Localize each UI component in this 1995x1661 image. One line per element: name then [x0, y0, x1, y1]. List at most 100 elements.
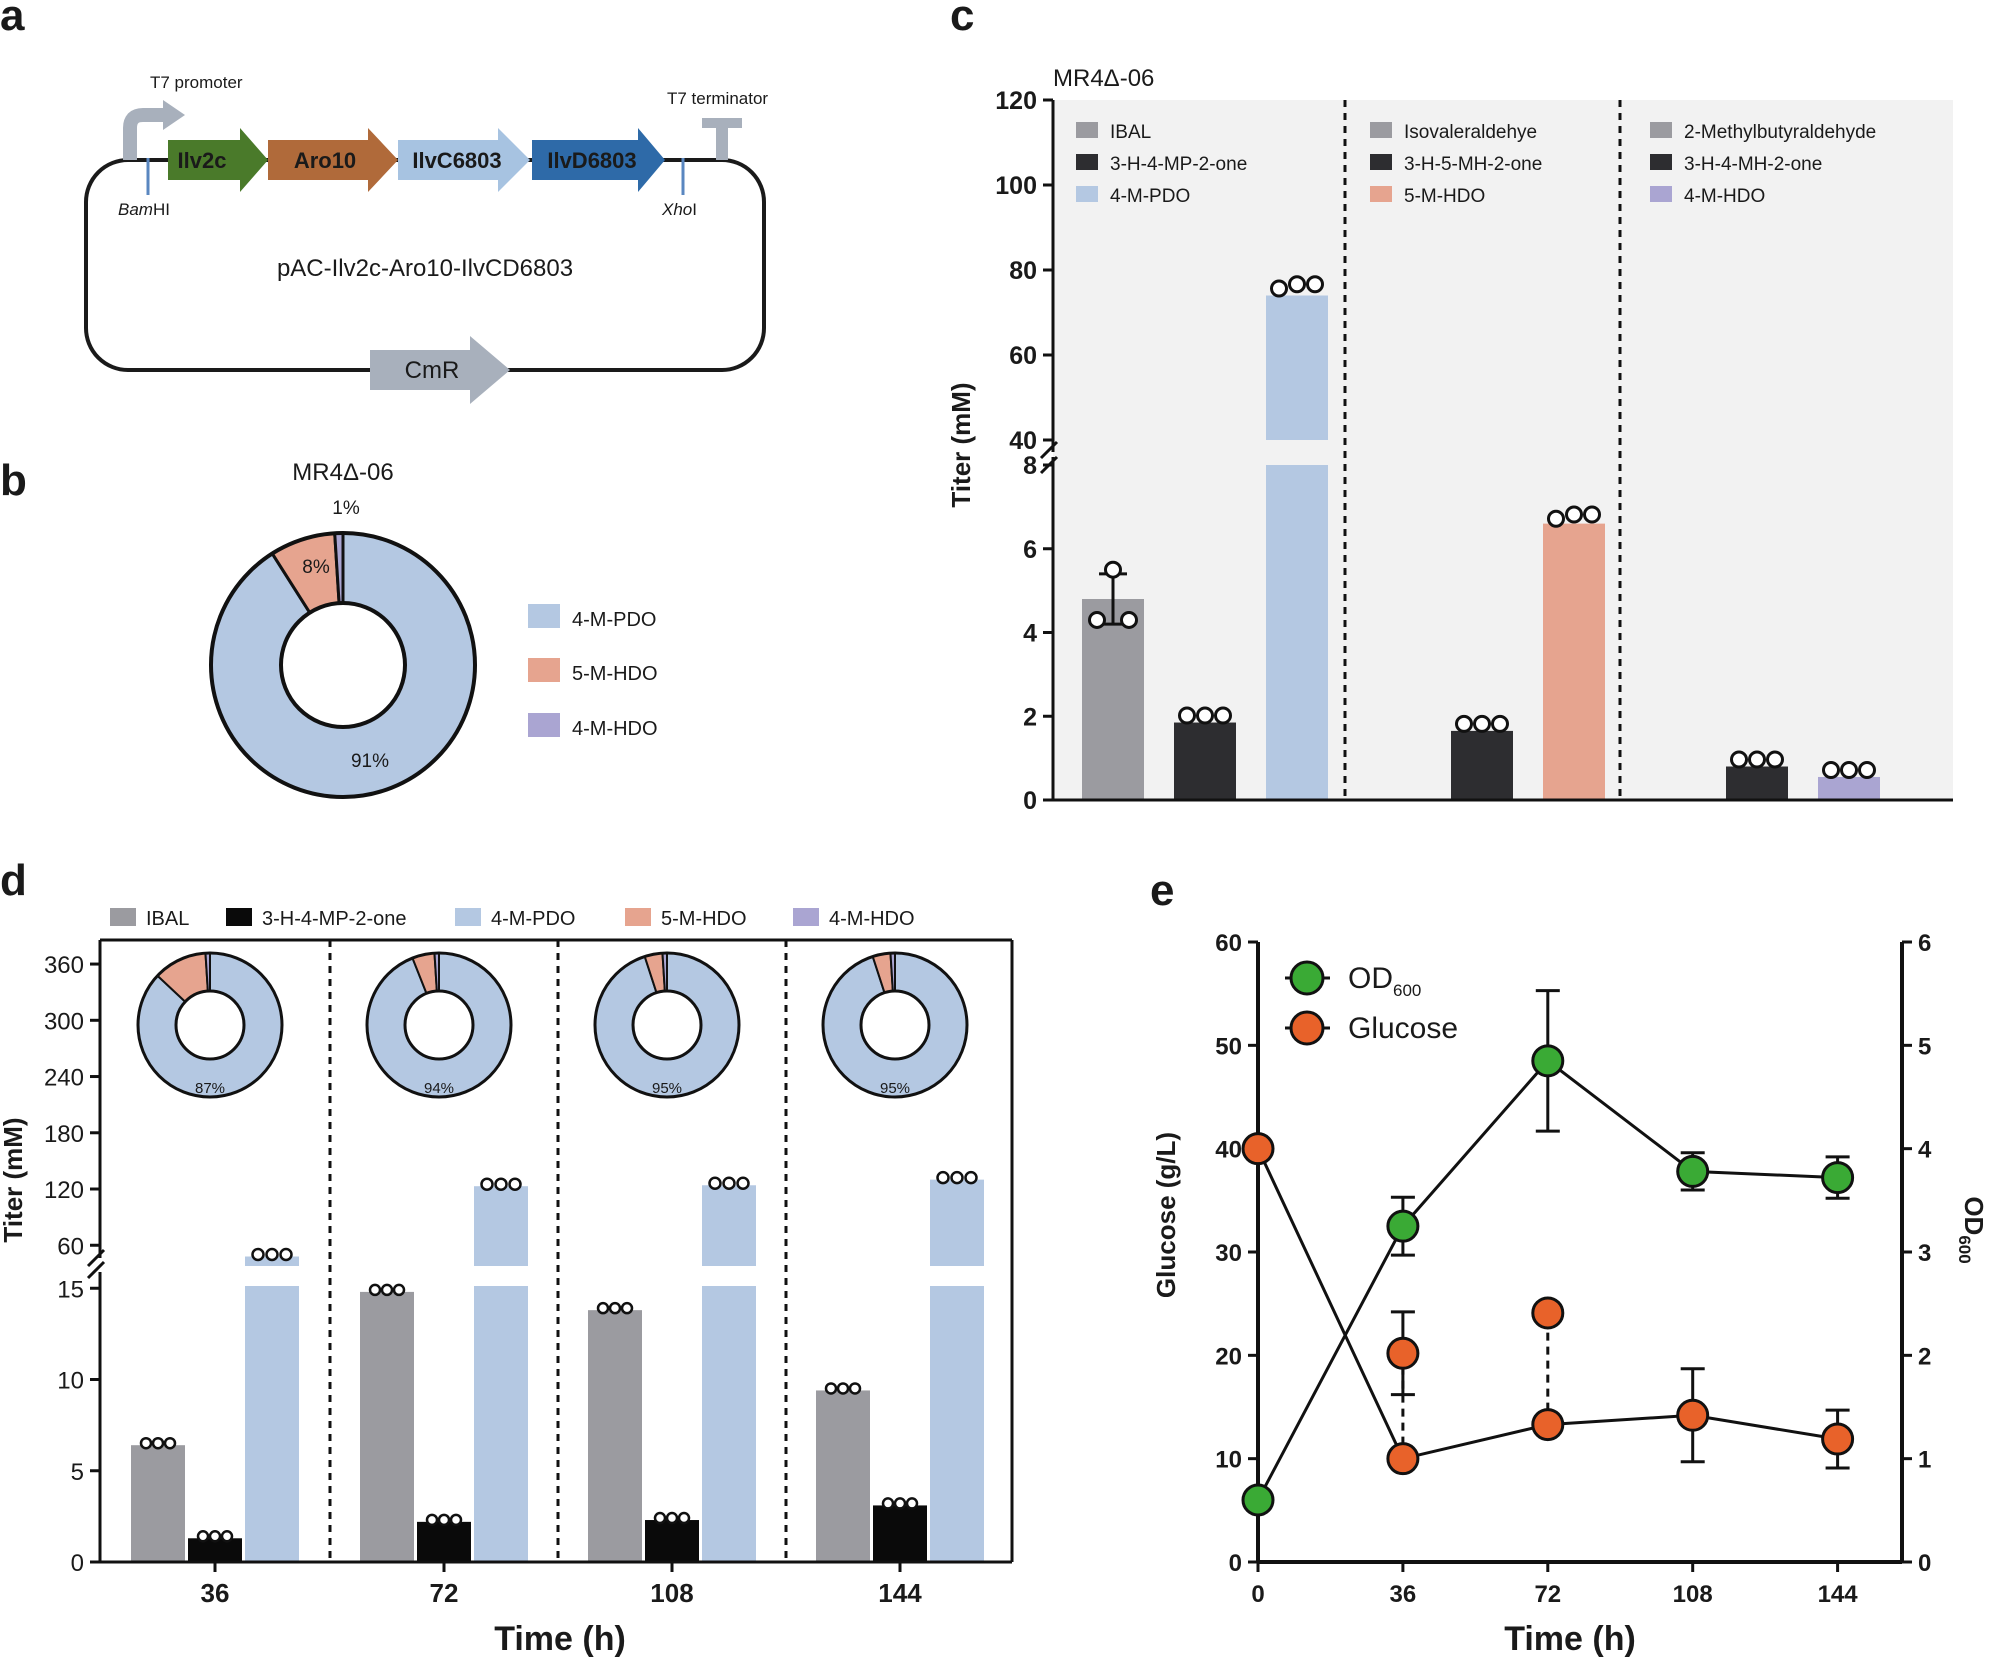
- bar-d-3-h-4-mp-2-one-72-point: [437, 1513, 451, 1527]
- legend-c-swatch-5mhdo: [1370, 186, 1392, 202]
- panel-e-tick-label-left: 10: [1215, 1447, 1242, 1474]
- panel-e-tick-label-x: 144: [1818, 1581, 1859, 1608]
- legend-e-marker-od: [1289, 960, 1325, 996]
- bar-c-3-h-4-mh-2-one-point: [1766, 750, 1784, 769]
- t7-promoter-label: T7 promoter: [150, 73, 243, 92]
- panel-e-tick-label-x: 108: [1673, 1581, 1713, 1608]
- legend-c-swatch-3h4mp: [1076, 154, 1098, 170]
- bar-c-4-m-pdo-point: [1270, 279, 1288, 298]
- series-e-glucose-2-point: [1386, 1336, 1420, 1370]
- panel-e-label: e: [1150, 866, 1174, 915]
- bar-d-3-h-4-mp-2-one-144: [873, 1505, 927, 1562]
- panel-c-legend-group-2: Isovaleraldehye 3-H-5-MH-2-one 5-M-HDO: [1370, 122, 1542, 207]
- bar-d-4-m-pdo-144-point: [964, 1170, 978, 1185]
- bar-chart-c: MR4Δ-06 Titer (mM) IBAL 3-H-4-MP-2-one 4…: [946, 65, 1953, 815]
- bar-d-ibal-36: [131, 1445, 185, 1562]
- pie-d-72-inner-ring: [403, 989, 475, 1061]
- legend-c-text-3h4mh: 3-H-4-MH-2-one: [1684, 154, 1822, 175]
- bar-d-3-h-4-mp-2-one-72-point: [449, 1513, 463, 1527]
- bar-c-4-m-pdo-point: [1306, 275, 1324, 294]
- bar-d-4-m-pdo-144-point: [936, 1170, 950, 1185]
- bar-d-4-m-pdo-108-lower: [702, 1286, 756, 1562]
- legend-c-text-4mpdo: 4-M-PDO: [1110, 186, 1190, 207]
- panel-d-xtick-label: 108: [650, 1578, 693, 1608]
- bar-d-4-m-pdo-72-point: [508, 1177, 522, 1191]
- legend-d-swatch: [226, 908, 252, 926]
- bar-c-3-h-5-mh-2-one-point: [1455, 714, 1473, 733]
- legend-b-text-hdo4: 4-M-HDO: [572, 718, 658, 740]
- panel-b-label: b: [0, 456, 27, 505]
- line-chart-e: Glucose (g/L) OD600 Time (h) 01020304050…: [1151, 930, 1989, 1658]
- panel-d-pies: 87% 94% 95% 95%: [136, 951, 969, 1099]
- donut-b-label-hdo5: 8%: [302, 557, 330, 578]
- bar-d-ibal-36-point: [139, 1436, 153, 1450]
- panel-e-tick-label-left: 20: [1215, 1343, 1242, 1370]
- panel-c-axis: 0 2 4 6 840 60 80 100 120: [995, 87, 1953, 815]
- panel-e-tick-label-left: 40: [1215, 1137, 1242, 1164]
- bar-d-3-h-4-mp-2-one-72: [417, 1521, 471, 1562]
- panel-d-tick-label: 15: [57, 1276, 84, 1303]
- panel-d-legend: IBAL 3-H-4-MP-2-one 4-M-PDO 5-M-HDO 4-M-HDO: [110, 908, 915, 930]
- bar-c-3-h-5-mh-2-one-point: [1473, 714, 1491, 733]
- panel-d-tick-label: 180: [44, 1121, 84, 1148]
- bar-d-4-m-pdo-144-lower: [930, 1286, 984, 1562]
- series-e-glucose-point: [1241, 1132, 1275, 1166]
- bar-c-3-h-4-mp-2-one: [1174, 722, 1236, 800]
- series-e-od600-point: [1676, 1154, 1710, 1188]
- legend-e-od-main: OD: [1348, 962, 1393, 995]
- legend-d-swatch: [455, 908, 481, 926]
- panel-c-legend-group-1: IBAL 3-H-4-MP-2-one 4-M-PDO: [1076, 122, 1247, 207]
- gene-label-aro10: Aro10: [294, 148, 356, 173]
- bar-c-3-h-5-mh-2-one-point: [1491, 714, 1509, 733]
- legend-c-text-4mhdo: 4-M-HDO: [1684, 186, 1765, 207]
- panel-e-ylabel-left: Glucose (g/L): [1151, 1132, 1181, 1298]
- pie-d-144-outer-ring: [821, 951, 969, 1099]
- pie-d-72-outer-ring: [365, 951, 513, 1099]
- panel-c-tick-label: 0: [1023, 787, 1037, 815]
- panel-e-tick-label-right: 4: [1918, 1137, 1932, 1164]
- legend-c-swatch-isoval: [1370, 122, 1392, 138]
- panel-d-bars: [131, 1170, 984, 1562]
- panel-d-xtick-label: 144: [878, 1578, 922, 1608]
- panel-e-tick-label-right: 3: [1918, 1240, 1931, 1267]
- gene-label-ilvd6803: IlvD6803: [547, 148, 636, 173]
- panel-b-title: MR4Δ-06: [292, 459, 393, 486]
- legend-c-swatch-4mpdo: [1076, 186, 1098, 202]
- bar-chart-d: IBAL 3-H-4-MP-2-one 4-M-PDO 5-M-HDO 4-M-HDO …: [0, 908, 1014, 1658]
- bar-c-4-m-pdo-point: [1288, 275, 1306, 294]
- legend-d-swatch: [625, 908, 651, 926]
- panel-d-ylabel: Titer (mM): [0, 1117, 28, 1242]
- bar-c-3-h-4-mh-2-one-point: [1748, 750, 1766, 769]
- gene-label-ilvc6803: IlvC6803: [412, 148, 501, 173]
- legend-c-swatch-3h5mh: [1370, 154, 1392, 170]
- panel-d-tick-label: 120: [44, 1177, 84, 1204]
- panel-e-tick-label-left: 0: [1229, 1550, 1242, 1577]
- panel-d-xtick-label: 72: [430, 1578, 459, 1608]
- legend-c-text-3h5mh: 3-H-5-MH-2-one: [1404, 154, 1542, 175]
- series-e-glucose-2-point: [1531, 1296, 1565, 1330]
- bar-d-3-h-4-mp-2-one-36: [188, 1538, 242, 1562]
- pie-d-36-inner-ring: [174, 989, 246, 1061]
- donut-b-slices: [209, 531, 477, 799]
- bar-c-5-m-hdo-point: [1565, 505, 1583, 524]
- panel-d-axis: 0 5 10 15 60 120 180 240 300 360 36 72 108 144: [44, 938, 1014, 1608]
- legend-d-text: 4-M-PDO: [491, 908, 575, 930]
- bar-d-4-m-pdo-144-upper: [930, 1179, 984, 1266]
- bar-c-4-m-pdo-upper: [1266, 295, 1328, 440]
- legend-c-text-isoval: Isovaleraldehye: [1404, 122, 1537, 143]
- bar-d-ibal-108-point: [620, 1301, 634, 1315]
- legend-d-text: 3-H-4-MP-2-one: [262, 908, 406, 930]
- plasmid-map: T7 promoter BamHI Ilv2c Aro10 IlvC6803 I…: [84, 73, 768, 404]
- panel-c-legend-group-3: 2-Methylbutyraldehyde 3-H-4-MH-2-one 4-M…: [1650, 122, 1876, 207]
- panel-d-label: d: [0, 856, 27, 905]
- series-e-glucose-point: [1386, 1442, 1420, 1476]
- bar-d-ibal-144-point: [836, 1382, 850, 1395]
- bar-d-4-m-pdo-72-lower: [474, 1286, 528, 1562]
- legend-c-swatch-2mb: [1650, 122, 1672, 138]
- bar-d-4-m-pdo-108-point: [736, 1176, 750, 1191]
- bar-d-ibal-144-point: [824, 1382, 838, 1395]
- bar-d-4-m-pdo-108-upper: [702, 1185, 756, 1266]
- legend-b-text-hdo5: 5-M-HDO: [572, 663, 658, 685]
